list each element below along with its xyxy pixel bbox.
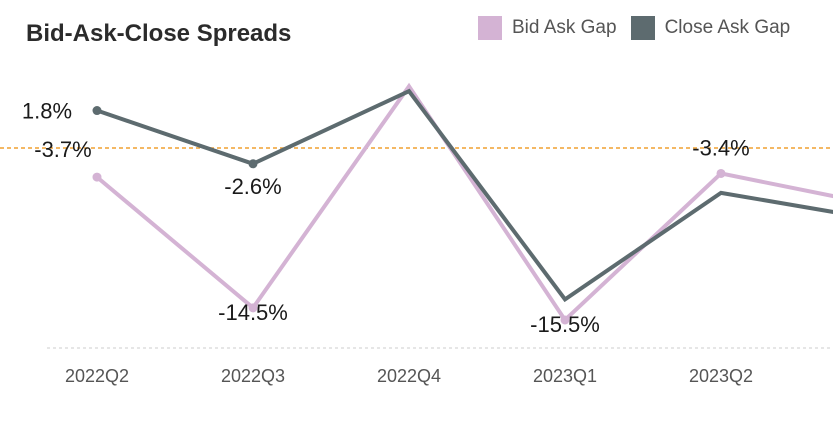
series-line-close-ask-gap [96,88,833,303]
legend: Bid Ask Gap Close Ask Gap [478,16,790,40]
x-tick-label: 2022Q4 [377,366,441,386]
data-point-bid-ask-gap [716,168,726,178]
legend-label-close-ask-gap: Close Ask Gap [664,17,791,38]
data-point-bid-ask-gap [92,172,102,182]
x-tick-label: 2022Q2 [65,366,129,386]
data-point-close-ask-gap [92,106,102,116]
chart-title: Bid-Ask-Close Spreads [26,20,292,47]
data-label-bid-ask-gap: -14.5% [218,300,288,325]
x-tick-label: 2023Q2 [689,366,753,386]
legend-label-bid-ask-gap: Bid Ask Gap [512,17,617,38]
legend-item-close-ask-gap[interactable]: Close Ask Gap [630,16,791,40]
legend-swatch-close-ask-gap [630,16,655,40]
data-point-close-ask-gap [248,159,258,169]
data-point-bid-ask-gap [560,315,570,325]
x-tick-label: 2023Q1 [533,366,597,386]
series-line-bid-ask-gap [95,82,833,324]
data-label-bid-ask-gap: -3.4% [692,135,749,160]
legend-swatch-bid-ask-gap [478,16,502,40]
data-label-bid-ask-gap: -3.7% [34,137,91,162]
data-label-close-ask-gap: -2.6% [224,174,281,199]
data-label-bid-ask-gap: -15.5% [530,312,600,337]
data-point-bid-ask-gap [248,303,258,313]
legend-item-bid-ask-gap[interactable]: Bid Ask Gap [478,16,617,40]
x-tick-label: 2022Q3 [221,366,285,386]
data-label-close-ask-gap: 1.8% [22,99,72,124]
